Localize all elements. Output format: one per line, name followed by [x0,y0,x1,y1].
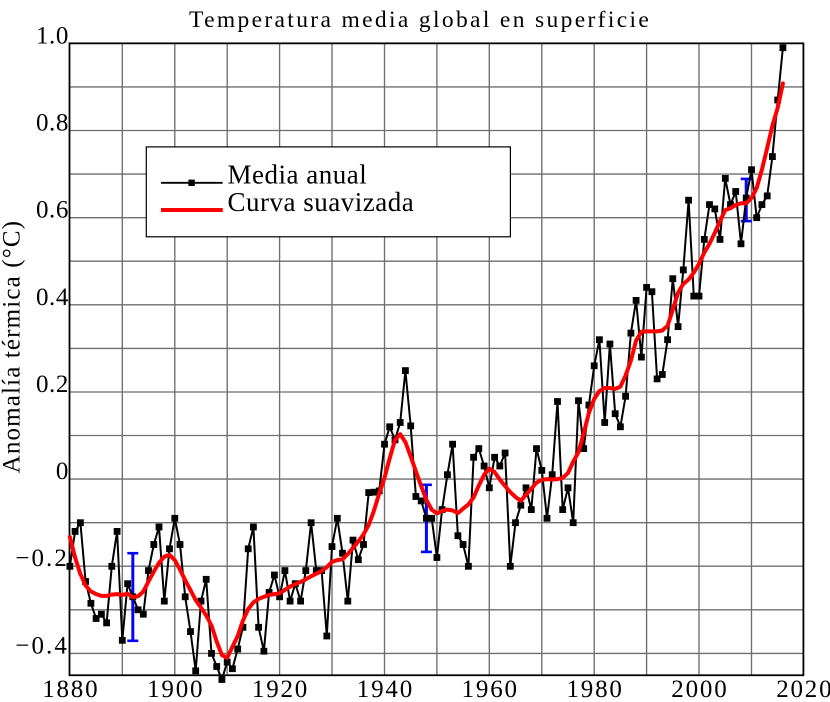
svg-text:1940: 1940 [357,676,414,702]
svg-text:1880: 1880 [42,676,99,702]
svg-text:0.2: 0.2 [36,371,69,398]
svg-text:Anomalía térmica (°C): Anomalía térmica (°C) [0,220,26,474]
svg-text:0.4: 0.4 [36,284,69,311]
svg-text:1.0: 1.0 [36,22,69,49]
svg-text:1980: 1980 [566,676,623,702]
svg-text:Curva suavizada: Curva suavizada [228,187,415,217]
svg-text:Temperatura media global en su: Temperatura media global en superficie [189,7,651,33]
svg-text:−0.4: −0.4 [15,632,69,659]
svg-text:0: 0 [56,458,69,485]
svg-text:1920: 1920 [252,676,309,702]
svg-text:1960: 1960 [462,676,519,702]
svg-text:0.8: 0.8 [36,110,69,137]
svg-text:2020: 2020 [776,676,830,702]
svg-text:2000: 2000 [671,676,728,702]
svg-text:0.6: 0.6 [36,197,69,224]
svg-text:−0.2: −0.2 [15,545,69,572]
svg-text:1900: 1900 [147,676,204,702]
svg-text:Media anual: Media anual [228,160,368,190]
